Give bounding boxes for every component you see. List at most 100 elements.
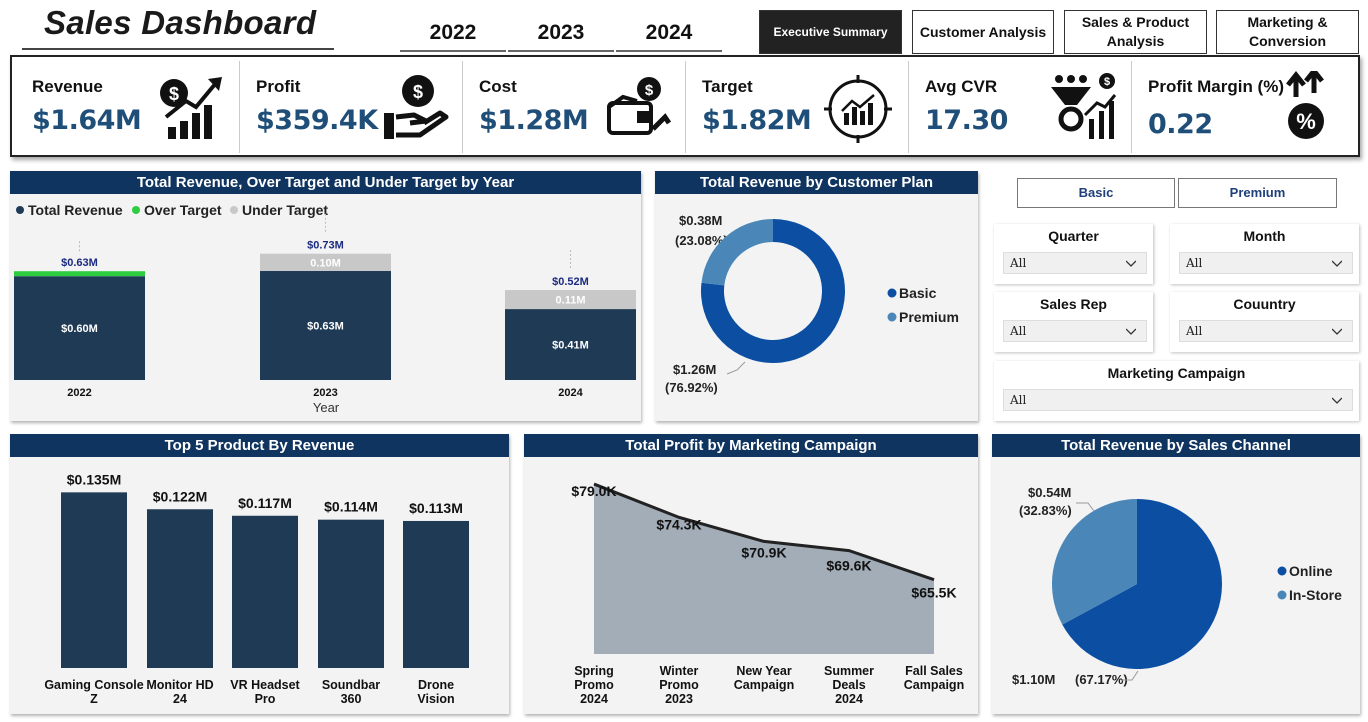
leader-line (1076, 502, 1095, 512)
kpi-label: Revenue (32, 77, 103, 96)
leader-line (1122, 670, 1139, 681)
instore-percent-label: (32.83%) (1019, 503, 1072, 518)
campaign-name-label: Summer (824, 664, 874, 678)
bar-under-target[interactable] (505, 290, 636, 310)
x-tick-label: 2023 (313, 387, 337, 399)
profit-line (593, 482, 935, 582)
donut-slice-premium[interactable] (701, 219, 773, 286)
kpi-label: Profit (256, 77, 301, 96)
basic-percent-label: (76.92%) (665, 380, 718, 395)
country-dropdown[interactable]: All (1179, 320, 1353, 342)
product-name-label: Monitor HD (146, 678, 213, 692)
bar-total-revenue[interactable] (260, 271, 391, 380)
tab-marketing-conversion[interactable]: Marketing & Conversion (1216, 10, 1359, 54)
profit-value-label: $65.5K (911, 585, 956, 601)
product-bar[interactable] (147, 509, 213, 668)
product-value-label: $0.122M (153, 488, 207, 504)
leader-line (726, 361, 746, 375)
sales-channel-chart: $0.54M (32.83%) $1.10M (67.17%) Online I… (1012, 485, 1342, 687)
product-bar[interactable] (61, 492, 127, 668)
sales-rep-dropdown[interactable]: All (1003, 320, 1147, 342)
sales-rep-filter: Sales Rep All (994, 292, 1153, 352)
campaign-name-label: 2024 (580, 692, 608, 706)
kpi-target: Target $1.82M (686, 61, 909, 153)
dropdown-value: All (1010, 393, 1027, 407)
filter-label: Couuntry (1233, 296, 1296, 312)
chevron-down-icon (1126, 328, 1136, 335)
svg-text:$: $ (413, 82, 423, 102)
donut-slice-basic[interactable] (701, 219, 845, 363)
legend-under-target: Under Target (242, 202, 328, 218)
product-name-label: Drone (418, 678, 454, 692)
hand-money-icon: $ (384, 75, 449, 139)
legend-marker-instore (1277, 590, 1287, 600)
money-growth-icon: $ (160, 77, 222, 139)
x-tick-label: 2024 (558, 387, 583, 399)
title-underline (22, 48, 334, 50)
kpi-value: 0.22 (1148, 109, 1213, 140)
pie-slice-in-store[interactable] (1052, 499, 1137, 625)
month-filter: Month All (1170, 224, 1359, 284)
quarter-dropdown[interactable]: All (1003, 252, 1147, 274)
bar-over-target[interactable] (14, 271, 145, 277)
tab-sales-product-analysis[interactable]: Sales & Product Analysis (1064, 10, 1207, 54)
marketing-campaign-dropdown[interactable]: All (1003, 389, 1353, 411)
under-target-label: 0.10M (310, 257, 341, 269)
basic-value-label: $1.26M (673, 362, 716, 377)
product-bar[interactable] (318, 519, 384, 668)
kpi-label: Profit Margin (%) (1148, 77, 1284, 96)
legend-marker-basic (887, 288, 897, 298)
year-tab-2023[interactable]: 2023 (508, 18, 614, 52)
legend-total-revenue: Total Revenue (28, 202, 123, 218)
campaign-name-label: 2023 (665, 692, 693, 706)
profit-point[interactable] (846, 548, 852, 554)
profit-value-label: $74.3K (656, 516, 701, 532)
target-chart-icon (824, 75, 892, 143)
kpi-label: Avg CVR (925, 77, 998, 96)
filter-label: Month (1243, 228, 1286, 244)
month-dropdown[interactable]: All (1179, 252, 1353, 274)
tab-customer-analysis[interactable]: Customer Analysis (912, 10, 1054, 54)
product-name-label: Gaming Console (44, 678, 143, 692)
legend-marker-online (1277, 566, 1287, 576)
premium-value-label: $0.38M (679, 213, 722, 228)
product-bar[interactable] (403, 520, 469, 668)
revenue-target-panel: Total Revenue, Over Target and Under Tar… (10, 171, 641, 421)
sales-channel-panel: Total Revenue by Sales Channel $0.54M (3… (992, 434, 1360, 714)
bar-value-label: $0.60M (61, 323, 98, 335)
percent-up-icon: % (1286, 71, 1324, 139)
legend-premium: Premium (899, 309, 959, 325)
panel-title: Total Revenue, Over Target and Under Tar… (10, 171, 641, 194)
product-bar[interactable] (232, 515, 298, 668)
total-value-label: $0.52M (552, 276, 589, 288)
bar-total-revenue[interactable] (14, 276, 145, 380)
profit-point[interactable] (931, 577, 937, 583)
panel-title: Total Revenue by Sales Channel (992, 434, 1360, 457)
total-value-label: $0.73M (307, 240, 344, 252)
online-percent-label: (67.17%) (1075, 672, 1128, 687)
total-value-label: $0.63M (61, 257, 98, 269)
dropdown-value: All (1010, 256, 1027, 270)
chevron-down-icon (1332, 397, 1342, 404)
bar-total-revenue[interactable] (505, 309, 636, 380)
kpi-value: $359.4K (256, 105, 378, 136)
campaign-name-label: Spring (574, 664, 614, 678)
product-value-label: $0.114M (324, 499, 378, 515)
bar-value-label: $0.41M (552, 340, 589, 352)
product-name-label: 24 (173, 692, 187, 706)
year-tab-2022[interactable]: 2022 (400, 18, 506, 52)
profit-value-label: $69.6K (826, 558, 871, 574)
bar-under-target[interactable] (260, 253, 391, 272)
filter-label: Sales Rep (1040, 296, 1107, 312)
pie-slice-online[interactable] (1062, 499, 1222, 669)
year-tab-2024[interactable]: 2024 (616, 18, 722, 52)
tab-executive-summary[interactable]: Executive Summary (759, 10, 902, 54)
kpi-value: $1.28M (479, 105, 589, 136)
basic-filter-button[interactable]: Basic (1017, 178, 1175, 208)
product-name-label: 360 (341, 692, 362, 706)
kpi-profit: Profit $359.4K $ (240, 61, 463, 153)
premium-filter-button[interactable]: Premium (1178, 178, 1337, 208)
product-name-label: VR Headset (230, 678, 300, 692)
profit-campaign-panel: Total Profit by Marketing Campaign $79.0… (524, 434, 978, 714)
